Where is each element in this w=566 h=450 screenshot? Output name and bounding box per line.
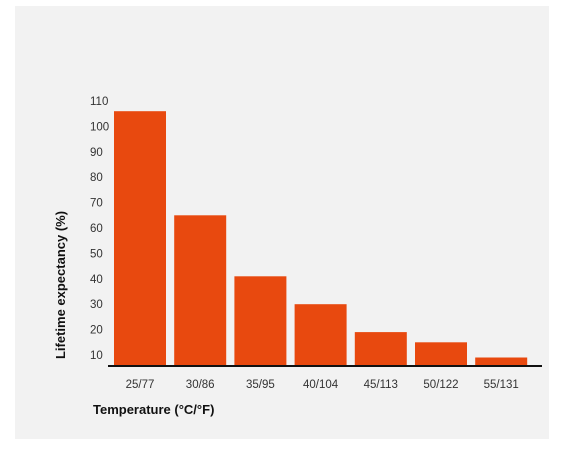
y-tick-label: 60 [90,223,103,235]
y-tick-label: 30 [90,299,103,311]
bar [114,111,166,366]
x-axis-label: Temperature (°C/°F) [93,402,215,417]
y-axis-ticks: 10 20 30 40 50 60 70 80 90 100 110 [90,96,109,362]
x-tick-label: 30/86 [186,379,215,391]
bars [114,111,528,366]
bar [475,357,528,366]
y-tick-label: 110 [90,96,108,108]
x-tick-label: 40/104 [303,379,339,391]
bar [174,215,227,366]
x-tick-label: 55/131 [484,379,519,391]
y-tick-label: 70 [90,198,103,210]
y-tick-label: 40 [90,274,103,286]
x-tick-label: 50/122 [423,379,458,391]
bar [294,304,347,366]
y-tick-label: 10 [90,350,103,362]
x-tick-label: 45/113 [364,379,398,391]
y-tick-label: 20 [90,325,103,337]
x-axis-ticks: 25/77 30/86 35/95 40/104 45/113 50/122 55/131 [126,379,519,391]
bar [234,276,287,366]
x-tick-label: 25/77 [126,379,155,391]
y-axis-label: Lifetime expectancy (%) [53,211,68,359]
x-tick-label: 35/95 [246,379,275,391]
y-tick-label: 80 [90,172,103,184]
y-tick-label: 90 [90,147,103,159]
y-tick-label: 50 [90,248,103,260]
bar [415,342,467,366]
bar [354,332,407,366]
y-tick-label: 100 [90,121,109,133]
